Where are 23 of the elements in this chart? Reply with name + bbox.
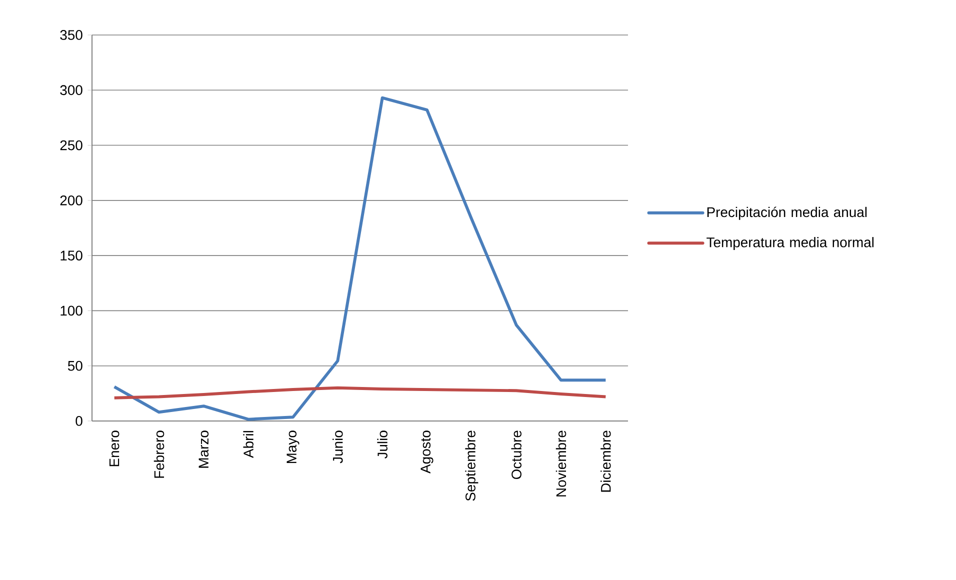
- line-series: [112, 96, 608, 421]
- y-tick-label: 0: [76, 416, 82, 426]
- y-tick-label: 100: [60, 306, 82, 316]
- x-tick-label: Agosto: [420, 430, 434, 474]
- x-tick-label: Enero: [109, 430, 120, 466]
- x-tick-label: Diciembre: [600, 430, 611, 492]
- x-tick-label: Abril: [243, 431, 254, 458]
- x-tick-label: Octubre: [511, 430, 522, 480]
- legend-label: Temperatura media normal: [706, 237, 874, 250]
- x-tick-label: Noviembre: [556, 430, 566, 496]
- x-tick-label: Julio: [377, 430, 388, 459]
- x-tick-label: Septiembre: [465, 430, 478, 501]
- legend-label: Precipitación media anual: [707, 206, 867, 220]
- y-tick-label: 250: [60, 140, 82, 150]
- x-tick-label: Junio: [332, 430, 343, 464]
- x-tick-label: Febrero: [154, 430, 164, 478]
- x-tick-label: Mayo: [286, 430, 300, 464]
- y-tick-label: 150: [60, 250, 82, 260]
- y-tick-label: 350: [60, 30, 82, 40]
- x-tick-label: Marzo: [198, 430, 209, 468]
- y-tick-label: 50: [68, 360, 82, 371]
- y-tick-label: 300: [60, 85, 82, 96]
- y-tick-label: 200: [60, 195, 82, 206]
